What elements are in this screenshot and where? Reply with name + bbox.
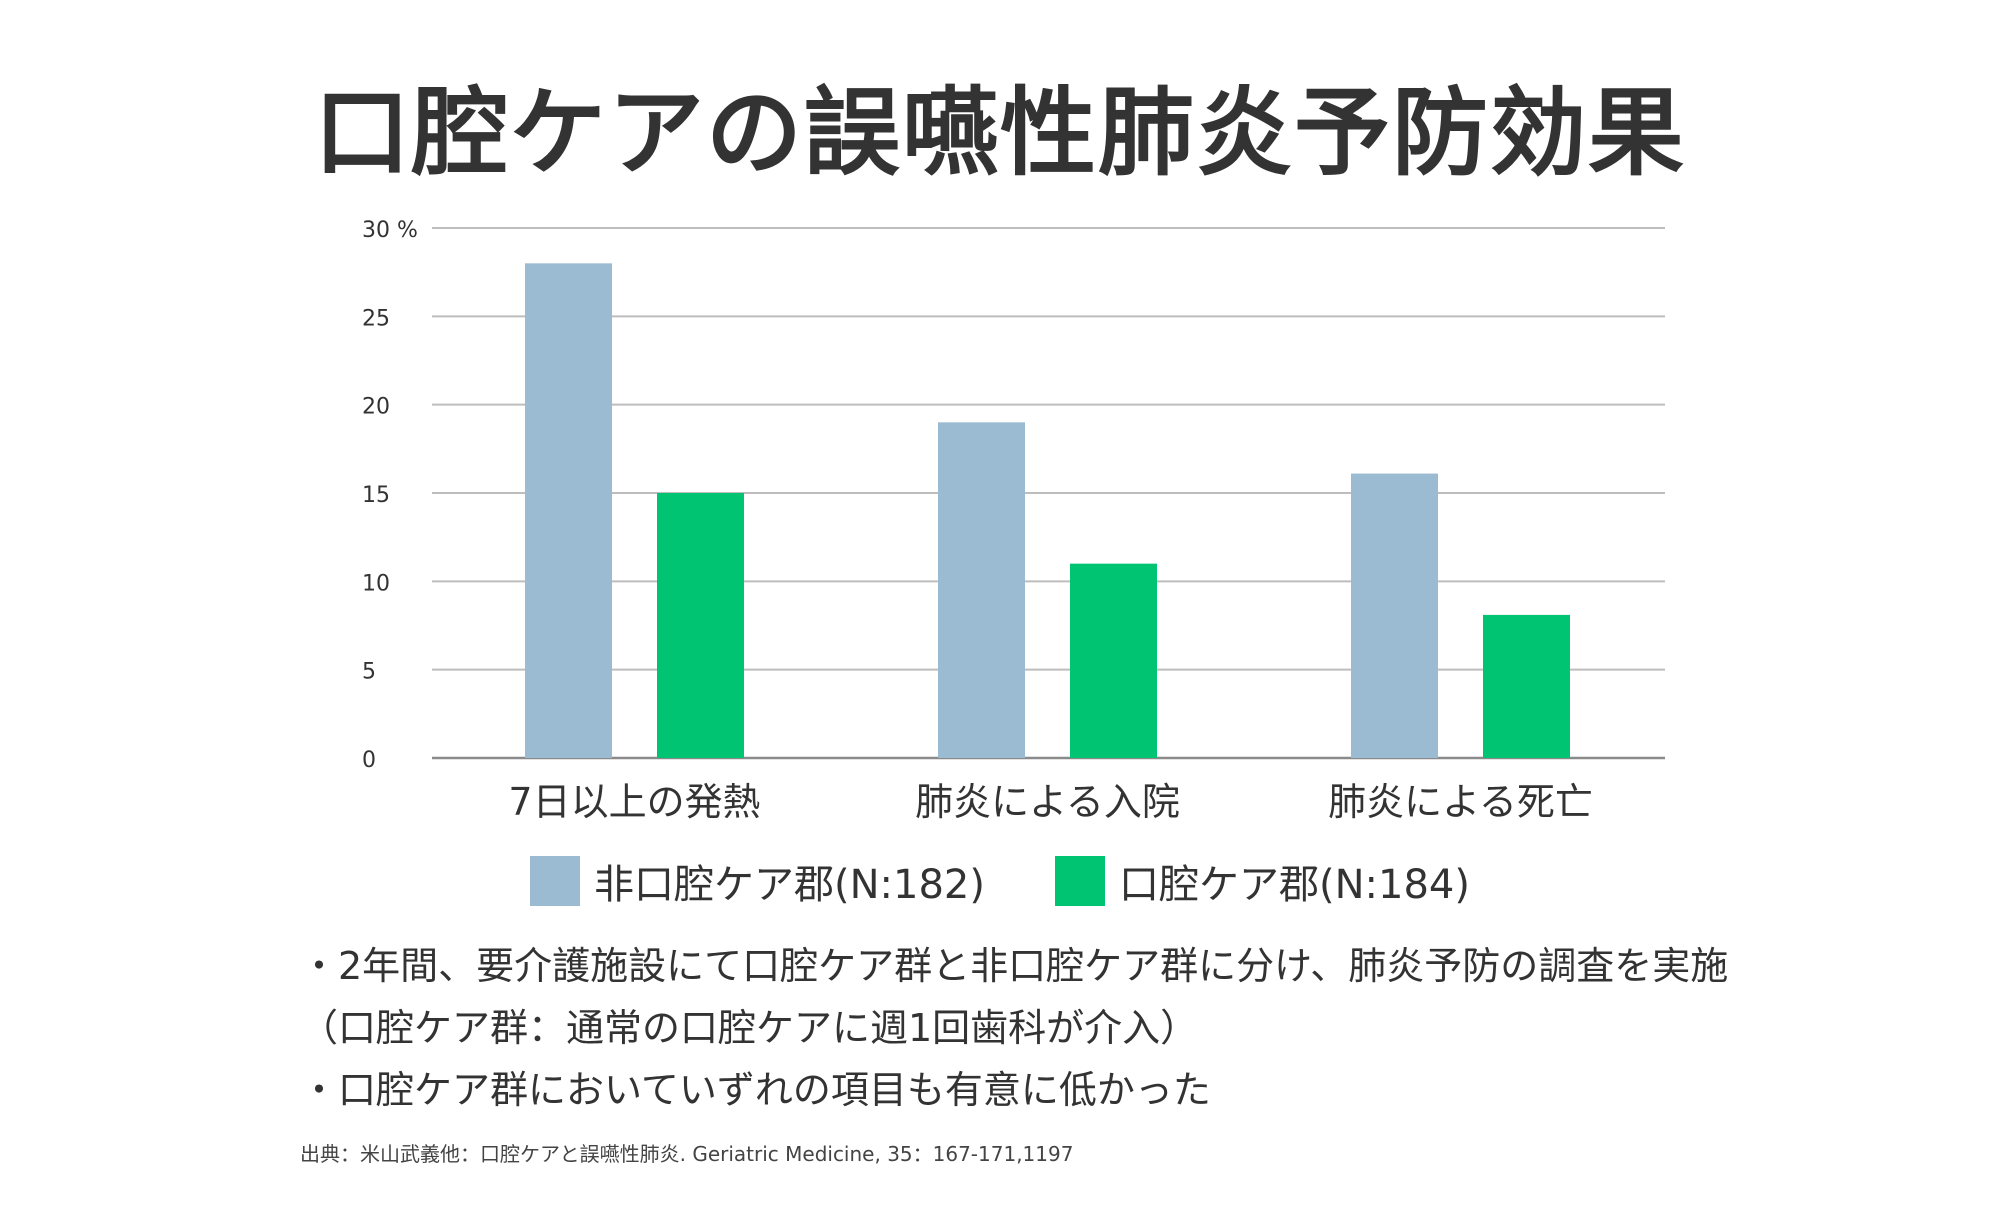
legend-item-care: 口腔ケア郡(N:184) xyxy=(1055,852,1470,910)
bars xyxy=(525,263,1570,758)
x-category-label: 肺炎による死亡 xyxy=(1328,780,1593,824)
y-tick-label: 30 % xyxy=(362,218,418,243)
legend-item-non-care: 非口腔ケア郡(N:182) xyxy=(530,852,985,910)
legend-label-care: 口腔ケア郡(N:184) xyxy=(1119,862,1470,908)
grid-lines xyxy=(432,227,1665,760)
y-tick-label: 15 xyxy=(362,483,390,508)
bar xyxy=(657,493,744,758)
note-line-2: （口腔ケア群：通常の口腔ケアに週1回歯科が介入） xyxy=(300,1006,1199,1050)
legend-swatch-care xyxy=(1055,856,1105,906)
bar xyxy=(525,263,612,758)
bar xyxy=(1351,473,1438,758)
note-line-1: ・2年間、要介護施設にて口腔ケア群と非口腔ケア群に分け、肺炎予防の調査を実施 xyxy=(300,944,1729,988)
bar xyxy=(938,422,1025,758)
legend: 非口腔ケア郡(N:182) 口腔ケア郡(N:184) xyxy=(0,852,2000,910)
y-tick-label: 0 xyxy=(362,748,376,773)
bar xyxy=(1070,563,1157,758)
y-tick-label: 20 xyxy=(362,395,390,420)
x-axis-labels: 7日以上の発熱 肺炎による入院 肺炎による死亡 xyxy=(508,780,1593,824)
source-citation: 出典：米山武義他：口腔ケアと誤嚥性肺炎. Geriatric Medicine,… xyxy=(300,1142,1074,1166)
chart-title: 口腔ケアの誤嚥性肺炎予防効果 xyxy=(314,77,1686,189)
y-axis-ticks: 0 5 10 15 20 25 30 % xyxy=(362,218,418,773)
y-tick-label: 25 xyxy=(362,306,390,331)
y-tick-label: 10 xyxy=(362,571,390,596)
bar-chart: 0 5 10 15 20 25 30 % 7日以上の発熱 肺炎による入院 肺炎による死亡 xyxy=(362,218,1665,824)
legend-swatch-non-care xyxy=(530,856,581,906)
y-tick-label: 5 xyxy=(362,660,376,685)
x-category-label: 肺炎による入院 xyxy=(915,780,1180,824)
notes: ・2年間、要介護施設にて口腔ケア群と非口腔ケア群に分け、肺炎予防の調査を実施 （… xyxy=(300,935,1950,1121)
bar xyxy=(1483,614,1570,758)
legend-label-non-care: 非口腔ケア郡(N:182) xyxy=(594,862,985,908)
x-category-label: 7日以上の発熱 xyxy=(508,780,760,824)
note-line-3: ・口腔ケア群においていずれの項目も有意に低かった xyxy=(300,1068,1211,1112)
